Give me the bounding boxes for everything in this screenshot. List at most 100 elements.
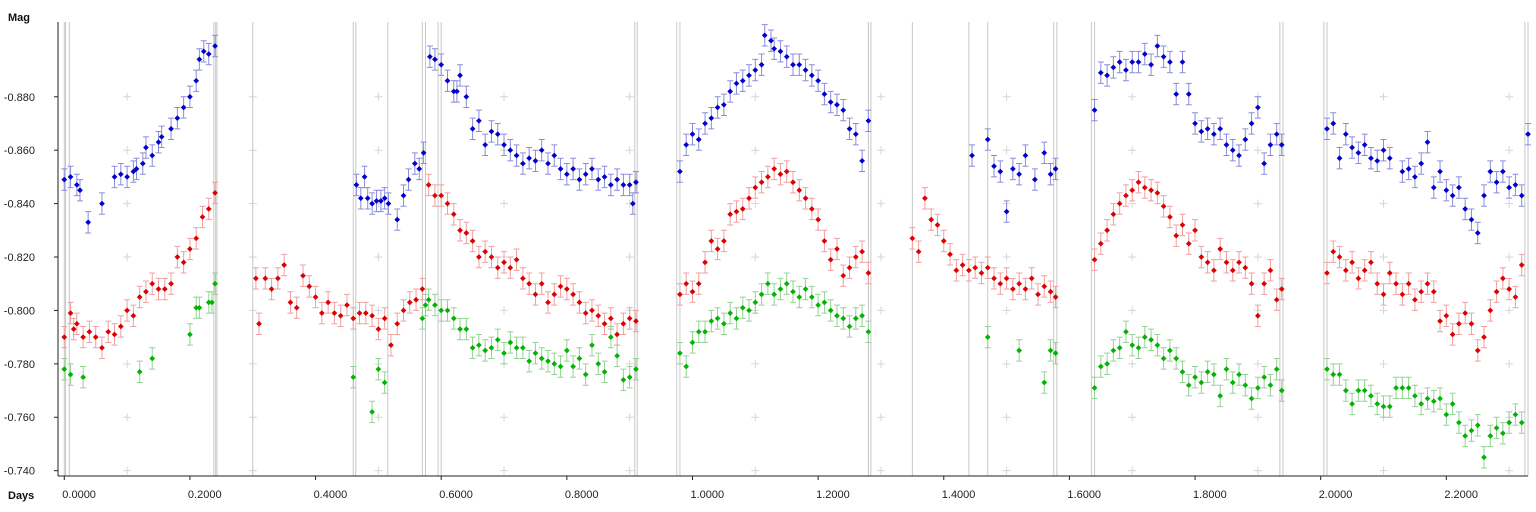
- data-point-s1-g1-p21: [381, 315, 388, 322]
- data-point-s0-g5-p28: [1267, 141, 1274, 148]
- data-point-s0-g0-p5: [99, 200, 105, 207]
- data-point-s1-g6-p3: [1342, 267, 1349, 274]
- grid-marker-0-1: [123, 413, 132, 422]
- data-point-s1-g5-p13: [1173, 232, 1180, 239]
- data-point-s0-g3-p31: [865, 117, 872, 124]
- data-point-s2-g4-p4: [1052, 350, 1059, 357]
- data-point-s1-g6-p1: [1330, 248, 1337, 255]
- data-point-s0-g2-p35: [632, 179, 639, 186]
- data-point-s0-g3-p16: [771, 45, 778, 52]
- data-point-s1-g4-p0: [909, 235, 916, 242]
- grid-marker-11-2: [1505, 359, 1514, 368]
- data-point-s2-g2-p7: [469, 344, 476, 351]
- grid-marker-8-1: [1128, 413, 1137, 422]
- grid-marker-3-5: [500, 199, 509, 208]
- data-point-s0-g5-p14: [1179, 59, 1186, 66]
- data-point-s1-g0-p7: [99, 344, 105, 351]
- data-point-s1-g6-p12: [1399, 291, 1406, 298]
- data-point-s1-g4-p9: [965, 267, 972, 274]
- data-point-s2-g3-p13: [758, 291, 765, 298]
- data-point-s1-g6-p6: [1361, 267, 1368, 274]
- grid-marker-4-6: [625, 146, 634, 155]
- data-point-s1-g0-p24: [205, 205, 212, 212]
- data-point-s1-g3-p4: [702, 259, 709, 266]
- series-2: [61, 272, 1525, 469]
- data-point-s0-g3-p2: [689, 131, 696, 138]
- data-point-s1-g5-p21: [1223, 259, 1230, 266]
- data-point-s2-g2-p15: [519, 344, 526, 351]
- grid-marker-7-3: [1002, 306, 1011, 315]
- data-point-s2-g6-p22: [1462, 432, 1469, 439]
- data-point-s2-g2-p30: [614, 352, 621, 359]
- grid-marker-10-4: [1379, 253, 1388, 262]
- data-point-s1-g0-p10: [117, 323, 124, 330]
- data-point-s2-g5-p9: [1148, 336, 1155, 343]
- data-point-s0-g0-p2: [73, 181, 80, 188]
- data-point-s0-g2-p24: [570, 165, 577, 172]
- data-point-s1-g5-p27: [1261, 280, 1268, 287]
- data-point-s1-g0-p16: [155, 286, 162, 293]
- data-point-s2-g3-p19: [796, 294, 803, 301]
- data-point-s2-g6-p1: [1330, 371, 1337, 378]
- data-point-s2-g5-p10: [1154, 342, 1161, 349]
- data-point-s0-g0-p23: [205, 51, 212, 58]
- data-point-s1-g1-p6: [287, 299, 294, 306]
- grid-marker-7-0: [1002, 466, 1011, 475]
- data-point-s1-g0-p8: [105, 328, 112, 335]
- data-point-s1-g1-p16: [350, 315, 357, 322]
- data-point-s2-g6-p31: [1518, 419, 1525, 426]
- data-point-s1-g6-p13: [1405, 280, 1412, 287]
- data-point-s2-g6-p21: [1455, 419, 1462, 426]
- data-point-s0-g2-p18: [532, 157, 539, 164]
- grid-marker-7-6: [1002, 146, 1011, 155]
- y-tick-label-0: -0.740: [4, 466, 35, 478]
- grid-marker-8-7: [1128, 92, 1137, 101]
- data-point-s0-g2-p31: [614, 176, 621, 183]
- data-point-s2-g0-p1: [67, 371, 74, 378]
- data-point-s2-g2-p29: [607, 334, 614, 341]
- data-point-s1-g3-p29: [859, 248, 866, 255]
- data-point-s2-g5-p11: [1160, 355, 1167, 362]
- data-point-s1-g0-p5: [86, 328, 93, 335]
- data-point-s1-g5-p19: [1210, 267, 1217, 274]
- data-point-s0-g2-p30: [607, 181, 614, 188]
- data-point-s1-g0-p23: [199, 213, 206, 220]
- data-point-s2-g6-p6: [1361, 387, 1368, 394]
- data-point-s2-g3-p16: [777, 286, 784, 293]
- data-point-s1-g5-p17: [1198, 254, 1205, 260]
- data-point-s2-g2-p31: [620, 376, 627, 383]
- segment-boundaries: [63, 22, 1529, 476]
- data-point-s1-g4-p2: [921, 195, 928, 202]
- x-tick-label-5: 1.0000: [690, 489, 724, 501]
- data-point-s1-g5-p20: [1217, 246, 1224, 252]
- data-point-s0-g2-p13: [501, 141, 507, 148]
- data-point-s2-g5-p25: [1248, 395, 1255, 402]
- data-point-s1-g4-p8: [959, 262, 966, 268]
- data-point-s1-g1-p23: [394, 320, 401, 327]
- data-point-s1-g4-p21: [1041, 283, 1048, 290]
- data-point-s1-g4-p16: [1009, 286, 1016, 293]
- data-point-s0-g2-p10: [482, 141, 489, 148]
- data-point-s0-g4-p4: [1003, 208, 1010, 215]
- data-point-s2-g6-p13: [1405, 384, 1412, 391]
- data-point-s1-g4-p4: [934, 222, 941, 228]
- data-point-s0-g1-p0: [353, 181, 360, 188]
- data-point-s1-g0-p1: [67, 310, 74, 317]
- data-point-s2-g6-p4: [1349, 400, 1356, 407]
- data-point-s1-g2-p2: [438, 192, 445, 199]
- grid-marker-5-7: [751, 92, 760, 101]
- data-point-s0-g1-p14: [420, 149, 427, 156]
- data-point-s1-g4-p20: [1035, 291, 1041, 298]
- data-point-s1-g3-p5: [708, 238, 715, 244]
- data-point-s1-g1-p17: [356, 310, 363, 317]
- data-point-s0-g2-p22: [557, 165, 564, 172]
- data-point-s2-g2-p12: [501, 350, 507, 357]
- data-point-s1-g3-p28: [852, 254, 859, 260]
- data-point-s2-g6-p10: [1386, 403, 1393, 410]
- data-point-s1-g6-p27: [1493, 288, 1500, 295]
- data-point-s0-g5-p3: [1110, 64, 1117, 71]
- data-point-s2-g6-p18: [1437, 395, 1444, 402]
- data-point-s1-g2-p9: [482, 248, 489, 255]
- data-point-s0-g6-p22: [1468, 216, 1475, 223]
- data-point-s2-g5-p6: [1129, 342, 1136, 349]
